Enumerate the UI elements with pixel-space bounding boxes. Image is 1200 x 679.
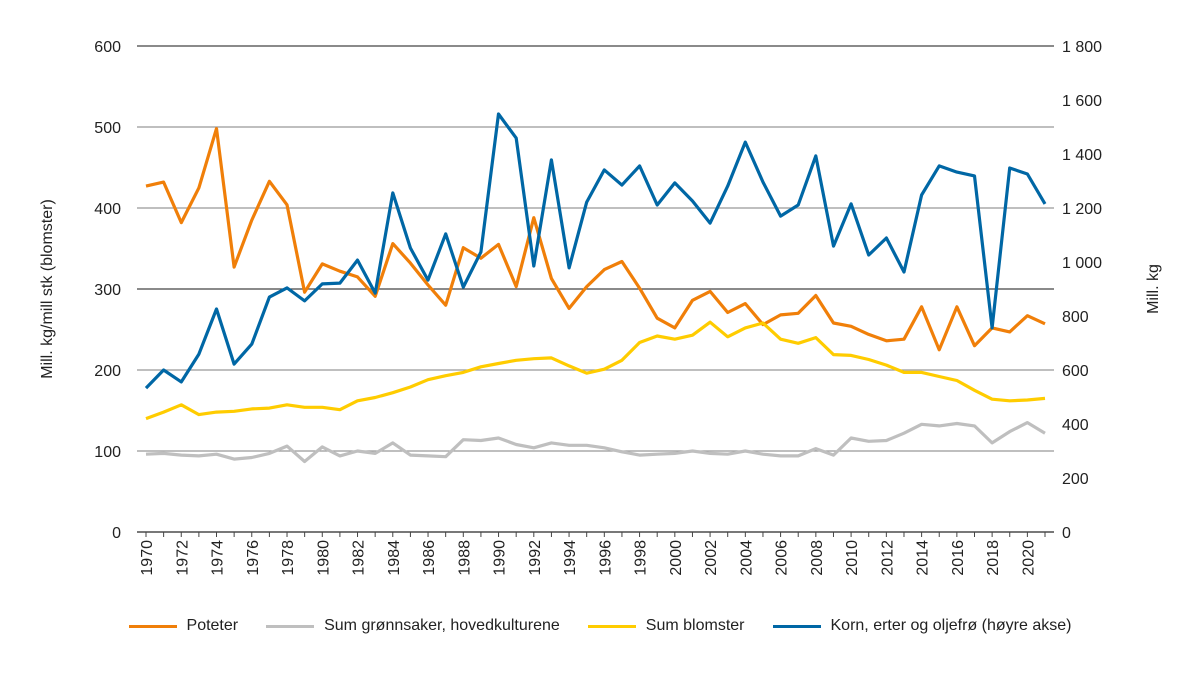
legend-item: Korn, erter og oljefrø (høyre akse) <box>772 617 1072 635</box>
y2-tick-label: 1 200 <box>1062 201 1102 218</box>
y-axis-label: Mill. kg/mill stk (blomster) <box>39 199 56 379</box>
x-tick-label: 1974 <box>210 540 227 576</box>
legend-label: Sum grønnsaker, hovedkulturene <box>324 617 560 634</box>
x-tick-label: 1992 <box>527 540 544 576</box>
legend-swatch <box>772 624 821 628</box>
x-tick-label: 2010 <box>844 540 861 576</box>
x-tick-label: 1980 <box>315 540 332 576</box>
legend-label: Korn, erter og oljefrø (høyre akse) <box>830 617 1072 634</box>
y2-tick-label: 1 000 <box>1062 255 1102 272</box>
y2-tick-label: 1 400 <box>1062 147 1102 164</box>
legend-swatch <box>587 624 636 628</box>
legend-item: Sum grønnsaker, hovedkulturene <box>266 617 560 635</box>
legend-label: Poteter <box>186 617 239 634</box>
x-tick-label: 1978 <box>280 540 297 576</box>
x-tick-label: 2012 <box>879 540 896 576</box>
y-tick-label: 0 <box>112 525 121 542</box>
legend-swatch <box>128 624 177 628</box>
y-tick-label: 300 <box>94 282 121 299</box>
legend-label: Sum blomster <box>645 617 745 634</box>
series-line-3 <box>144 112 1047 390</box>
y-tick-label: 600 <box>94 39 121 56</box>
y2-tick-label: 600 <box>1062 363 1089 380</box>
y2-tick-label: 400 <box>1062 417 1089 434</box>
y-tick-label: 200 <box>94 363 121 380</box>
x-tick-label: 1984 <box>386 540 403 576</box>
x-tick-label: 1988 <box>456 540 473 576</box>
y2-tick-label: 1 600 <box>1062 93 1102 110</box>
x-tick-label: 2014 <box>915 540 932 576</box>
x-tick-label: 1976 <box>245 540 262 576</box>
x-tick-label: 2020 <box>1020 540 1037 576</box>
x-tick-label: 1998 <box>633 540 650 576</box>
x-tick-label: 1990 <box>492 540 509 576</box>
x-tick-label: 2000 <box>668 540 685 576</box>
y-tick-label: 500 <box>94 120 121 137</box>
x-tick-label: 2004 <box>738 540 755 576</box>
x-tick-label: 2008 <box>809 540 826 576</box>
x-tick-label: 2018 <box>985 540 1002 576</box>
x-tick-label: 1986 <box>421 540 438 576</box>
x-tick-label: 2006 <box>774 540 791 576</box>
y-tick-label: 400 <box>94 201 121 218</box>
x-tick-label: 2002 <box>703 540 720 576</box>
x-tick-label: 2016 <box>950 540 967 576</box>
y2-tick-label: 800 <box>1062 309 1089 326</box>
x-tick-label: 1972 <box>174 540 191 576</box>
y2-tick-label: 0 <box>1062 525 1071 542</box>
x-tick-label: 1970 <box>139 540 156 576</box>
legend-item: Poteter <box>128 617 239 635</box>
x-tick-label: 1996 <box>597 540 614 576</box>
y2-tick-label: 1 800 <box>1062 39 1102 56</box>
legend-item: Sum blomster <box>587 617 745 635</box>
series-line-2 <box>145 320 1046 421</box>
y2-tick-label: 200 <box>1062 471 1089 488</box>
y2-axis-label: Mill. kg <box>1145 264 1162 314</box>
series-line-1 <box>145 421 1046 464</box>
legend-swatch <box>266 624 315 628</box>
x-tick-label: 1994 <box>562 540 579 576</box>
series-line-0 <box>145 127 1046 352</box>
y-tick-label: 100 <box>94 444 121 461</box>
legend: Poteter Sum grønnsaker, hovedkulturene Sum… <box>0 617 1200 635</box>
x-tick-label: 1982 <box>351 540 368 576</box>
